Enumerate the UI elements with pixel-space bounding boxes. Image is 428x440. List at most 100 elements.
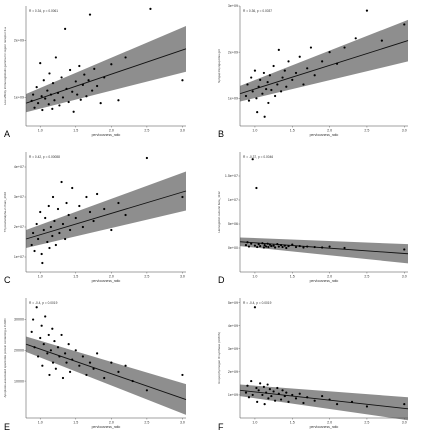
data-point (247, 245, 251, 248)
data-point (350, 400, 354, 403)
data-point (40, 95, 43, 98)
data-point (48, 373, 51, 377)
data-point (255, 97, 258, 100)
confidence-band (240, 237, 408, 264)
data-point (272, 64, 275, 68)
data-point (253, 69, 257, 72)
data-point (268, 74, 271, 77)
data-point (49, 93, 52, 96)
x-tick-label: 1.5 (73, 129, 78, 133)
data-point (76, 93, 79, 96)
data-point (65, 87, 68, 90)
data-point (328, 245, 331, 248)
data-point (78, 64, 81, 68)
data-point (81, 225, 84, 229)
data-point (287, 244, 290, 248)
data-point (46, 352, 49, 355)
y-tick-label: 5e+09 (228, 301, 238, 305)
data-point (81, 83, 84, 86)
data-point (262, 71, 265, 75)
data-point (56, 346, 60, 349)
data-point (99, 102, 102, 105)
data-point (253, 244, 257, 247)
y-tick-label: 0e+00 (228, 246, 238, 250)
y-tick-label: 2e+09 (228, 370, 238, 374)
data-point (78, 364, 81, 367)
y-tick-label: 30000 (14, 318, 24, 322)
data-point (321, 60, 324, 63)
x-tick-label: 3.0 (402, 275, 407, 279)
data-point (181, 79, 184, 82)
y-tick-label: 3e+07 (14, 195, 24, 199)
data-point (35, 222, 38, 226)
data-point (255, 186, 258, 190)
data-point (103, 76, 106, 79)
data-point (85, 195, 88, 199)
data-point (291, 393, 294, 397)
x-tick-label: 2.0 (109, 421, 114, 425)
data-point (96, 192, 99, 196)
data-point (313, 245, 316, 249)
correlation-stat: R = -0.4, p = 0.0019 (29, 301, 58, 305)
data-point (110, 228, 113, 232)
data-point (309, 46, 313, 49)
x-tick-label: 1.0 (252, 421, 257, 425)
regression-line (25, 190, 187, 240)
data-point (40, 252, 43, 256)
data-point (247, 396, 251, 399)
data-point (39, 210, 42, 214)
y-tick-label: 1.5e+07 (225, 174, 238, 178)
data-point (250, 242, 253, 245)
data-point (96, 352, 99, 355)
data-point (281, 245, 284, 249)
data-point (81, 355, 84, 358)
data-point (270, 394, 273, 398)
data-point (32, 231, 35, 235)
data-point (88, 13, 92, 16)
data-point (35, 306, 38, 309)
data-point (253, 306, 257, 309)
data-point (335, 403, 339, 406)
data-point (49, 349, 52, 352)
data-point (48, 72, 51, 75)
data-point (149, 7, 152, 10)
data-point (281, 76, 284, 79)
data-point (56, 91, 60, 94)
data-point (279, 90, 283, 93)
data-point (306, 67, 309, 70)
x-tick-label: 3.0 (402, 421, 407, 425)
data-point (58, 104, 61, 107)
data-point (74, 349, 77, 352)
data-point (246, 83, 249, 86)
correlation-stat: R = -0.4, p = 0.0019 (243, 301, 272, 305)
data-point (83, 73, 86, 76)
data-point (268, 388, 271, 391)
data-point (262, 385, 265, 388)
data-point (255, 386, 258, 390)
data-point (302, 401, 305, 405)
data-point (294, 245, 298, 249)
data-point (88, 361, 92, 364)
regression-line (239, 389, 409, 410)
panel-letter: A (4, 129, 10, 139)
data-point (51, 234, 54, 238)
data-point (285, 85, 288, 88)
data-point (53, 219, 56, 223)
data-point (78, 204, 81, 208)
data-point (250, 76, 253, 79)
data-point (343, 46, 346, 49)
data-point (60, 76, 63, 79)
data-point (273, 399, 277, 402)
data-point (267, 397, 270, 400)
correlation-stat: R = -0.37, p = 0.0046 (243, 155, 273, 159)
data-point (256, 111, 259, 114)
y-tick-label: 1e+09 (228, 393, 238, 397)
data-point (298, 55, 301, 58)
data-point (266, 383, 269, 386)
x-tick-label: 2.0 (109, 129, 114, 133)
data-point (257, 85, 260, 88)
y-tick-label: 2e+07 (14, 225, 24, 229)
data-point (246, 384, 249, 387)
data-point (257, 389, 260, 392)
data-point (92, 219, 95, 223)
